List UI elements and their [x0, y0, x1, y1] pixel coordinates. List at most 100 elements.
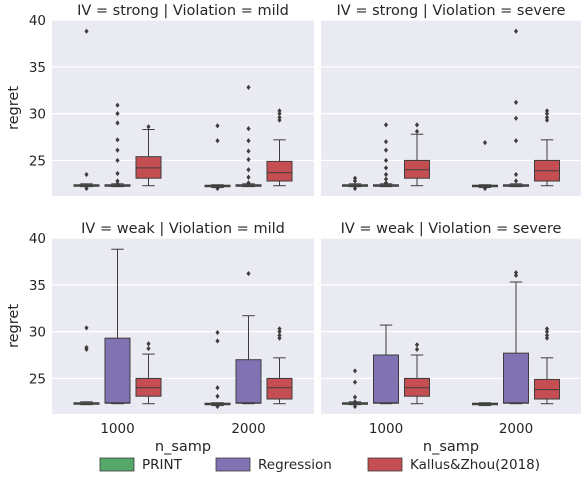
y-tick-label: 40	[29, 231, 46, 247]
outlier-point	[544, 114, 550, 120]
outlier-point	[277, 108, 282, 114]
box-kallus-zhou-2018-	[266, 160, 293, 182]
outlier-point	[277, 111, 282, 117]
outlier-point	[352, 394, 358, 400]
outlier-point	[84, 28, 89, 34]
outlier-point	[544, 332, 550, 338]
outlier-point	[246, 270, 251, 277]
box-kallus-zhou-2018-	[266, 377, 293, 400]
outlier-point	[115, 157, 120, 164]
legend-label: Regression	[258, 457, 332, 473]
outlier-point	[277, 335, 282, 341]
y-tick-label: 40	[29, 13, 46, 29]
outlier-point	[277, 329, 282, 335]
outlier-point	[513, 115, 519, 121]
outlier-point	[383, 147, 389, 153]
outlier-point	[544, 326, 550, 332]
y-axis-label: regret	[6, 86, 22, 130]
outlier-point	[215, 385, 220, 391]
outlier-point	[383, 165, 389, 171]
outlier-point	[544, 335, 550, 341]
outlier-point	[383, 171, 389, 178]
facet-title: IV = weak | Violation = severe	[341, 221, 562, 237]
outlier-point	[246, 125, 251, 132]
y-tick-label: 35	[29, 60, 46, 76]
outlier-point	[383, 157, 389, 164]
y-axis-label: regret	[6, 304, 22, 348]
outlier-point	[215, 138, 220, 144]
x-tick-label: 2000	[499, 421, 533, 437]
legend-label: Kallus&Zhou(2018)	[410, 457, 540, 473]
facet-title: IV = weak | Violation = mild	[81, 221, 285, 237]
outlier-point	[482, 140, 488, 146]
outlier-point	[513, 99, 519, 105]
outlier-point	[544, 108, 550, 114]
outlier-point	[246, 138, 251, 144]
outlier-point	[414, 346, 420, 353]
x-tick-label: 1000	[100, 421, 134, 437]
outlier-point	[84, 185, 89, 192]
legend-swatch	[367, 457, 403, 472]
outlier-point	[146, 345, 151, 352]
x-axis-label: n_samp	[155, 439, 211, 455]
outlier-point	[246, 174, 251, 180]
y-tick-label: 30	[29, 107, 46, 123]
outlier-point	[246, 156, 251, 163]
outlier-point	[352, 178, 358, 184]
box-regression	[235, 359, 262, 404]
outlier-point	[146, 341, 151, 347]
outlier-point	[544, 329, 550, 335]
outlier-point	[215, 329, 220, 336]
outlier-point	[383, 139, 389, 145]
outlier-point	[352, 175, 358, 181]
outlier-point	[383, 180, 389, 186]
outlier-point	[277, 326, 282, 332]
outlier-point	[352, 185, 358, 192]
outlier-point	[246, 180, 251, 186]
legend-swatch	[215, 457, 251, 472]
outlier-point	[414, 122, 420, 128]
outlier-point	[383, 176, 389, 182]
outlier-point	[115, 178, 120, 184]
outlier-point	[352, 399, 358, 405]
y-tick-label: 30	[29, 325, 46, 341]
outlier-point	[544, 117, 550, 123]
outlier-point	[513, 28, 519, 34]
outlier-point	[84, 171, 89, 178]
outlier-point	[414, 342, 420, 348]
outlier-point	[84, 325, 89, 331]
outlier-point	[115, 181, 120, 187]
outlier-point	[383, 122, 389, 128]
outlier-point	[84, 346, 89, 353]
outlier-point	[215, 403, 220, 410]
outlier-point	[482, 185, 488, 192]
outlier-point	[115, 137, 120, 143]
legend-swatch	[99, 457, 135, 472]
x-tick-label: 2000	[231, 421, 265, 437]
facet-title: IV = strong | Violation = mild	[77, 3, 289, 19]
outlier-point	[513, 138, 519, 144]
outlier-point	[115, 147, 120, 153]
y-tick-label: 25	[29, 153, 46, 169]
outlier-point	[277, 332, 282, 338]
outlier-point	[513, 272, 519, 279]
facet-title: IV = strong | Violation = severe	[337, 3, 566, 19]
outlier-point	[215, 393, 220, 399]
outlier-point	[115, 120, 120, 126]
outlier-point	[352, 403, 358, 410]
outlier-point	[277, 114, 282, 120]
outlier-point	[115, 170, 120, 177]
outlier-point	[352, 368, 358, 374]
box-regression	[373, 354, 399, 404]
box-regression	[104, 337, 131, 404]
x-tick-label: 1000	[369, 421, 403, 437]
outlier-point	[115, 111, 120, 117]
outlier-point	[544, 111, 550, 117]
outlier-point	[352, 379, 358, 385]
box-regression	[503, 352, 529, 404]
outlier-point	[246, 84, 251, 91]
legend-label: PRINT	[142, 457, 183, 473]
outlier-point	[246, 148, 251, 154]
y-tick-label: 25	[29, 371, 46, 387]
